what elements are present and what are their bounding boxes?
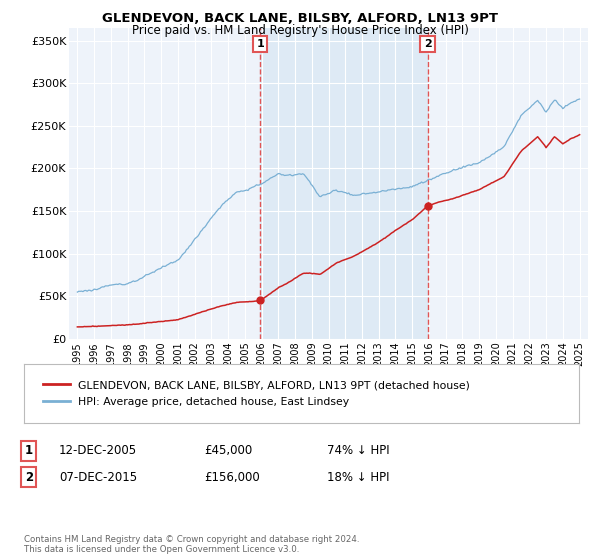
Text: 18% ↓ HPI: 18% ↓ HPI [327, 470, 389, 484]
Text: £156,000: £156,000 [204, 470, 260, 484]
Text: 1: 1 [256, 39, 264, 49]
Text: 2: 2 [25, 470, 33, 484]
Text: 12-DEC-2005: 12-DEC-2005 [59, 444, 137, 458]
Text: Contains HM Land Registry data © Crown copyright and database right 2024.
This d: Contains HM Land Registry data © Crown c… [24, 535, 359, 554]
Text: 1: 1 [25, 444, 33, 458]
Text: 74% ↓ HPI: 74% ↓ HPI [327, 444, 389, 458]
Text: Price paid vs. HM Land Registry's House Price Index (HPI): Price paid vs. HM Land Registry's House … [131, 24, 469, 37]
Legend: GLENDEVON, BACK LANE, BILSBY, ALFORD, LN13 9PT (detached house), HPI: Average pr: GLENDEVON, BACK LANE, BILSBY, ALFORD, LN… [35, 372, 478, 415]
Text: £45,000: £45,000 [204, 444, 252, 458]
Bar [260, 28, 428, 339]
Text: GLENDEVON, BACK LANE, BILSBY, ALFORD, LN13 9PT: GLENDEVON, BACK LANE, BILSBY, ALFORD, LN… [102, 12, 498, 25]
Text: 07-DEC-2015: 07-DEC-2015 [59, 470, 137, 484]
Text: 2: 2 [424, 39, 431, 49]
